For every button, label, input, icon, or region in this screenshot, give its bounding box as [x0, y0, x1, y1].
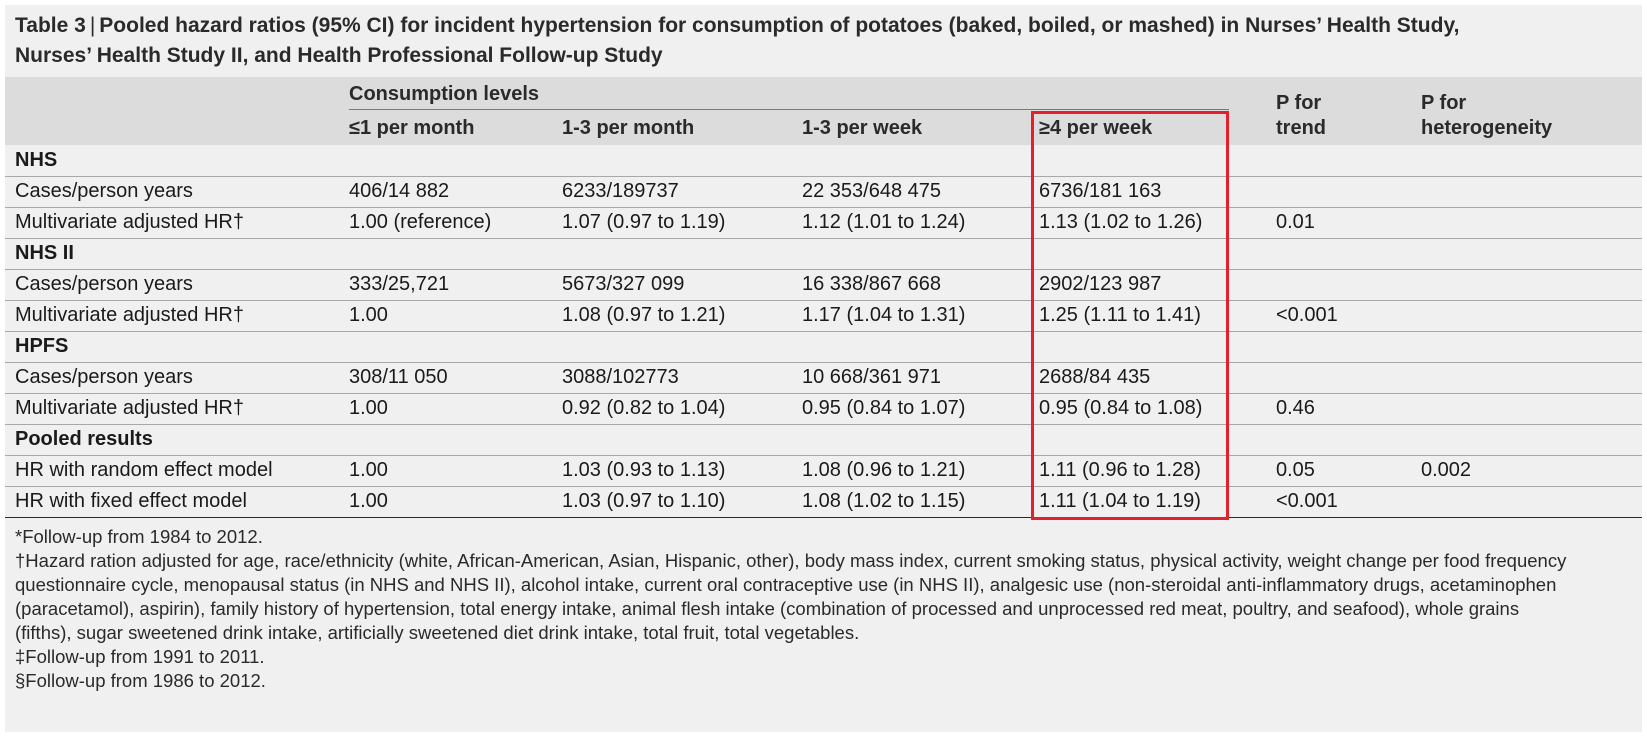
row-divider [5, 300, 1642, 301]
table-cell: 1.00 [349, 459, 388, 481]
p-trend-cell: 0.05 [1276, 459, 1315, 481]
header-col-2: 1-3 per month [562, 117, 695, 139]
table-cell: 406/14 882 [349, 180, 450, 202]
table-cell: 1.00 [349, 304, 388, 326]
table-cell: 2688/84 435 [1039, 366, 1151, 388]
table-cell: 0.95 (0.84 to 1.08) [1039, 397, 1203, 419]
table-cell: 308/11 050 [349, 366, 448, 388]
p-het-cell: 0.002 [1421, 459, 1472, 481]
table-cell: 1.08 (0.97 to 1.21) [562, 304, 726, 326]
section-heading: NHS II [15, 242, 74, 264]
row-divider [5, 424, 1642, 425]
row-label: Cases/person years [15, 273, 193, 295]
footnote-line: *Follow-up from 1984 to 2012. [15, 526, 263, 547]
row-divider [5, 331, 1642, 332]
row-divider [5, 362, 1642, 363]
header-p-trend-line1: P for [1276, 92, 1322, 114]
title-line-2: Nurses’ Health Study II, and Health Prof… [15, 44, 663, 67]
row-divider [5, 486, 1642, 487]
highlight-box [1031, 111, 1229, 520]
row-divider [5, 238, 1642, 239]
table-cell: 6233/189737 [562, 180, 679, 202]
header-p-het-line2: heterogeneity [1421, 117, 1553, 139]
footnote-line: (paracetamol), aspirin), family history … [15, 598, 1520, 619]
table-cell: 5673/327 099 [562, 273, 685, 295]
p-trend-cell: 0.01 [1276, 211, 1315, 233]
table-cell: 16 338/867 668 [802, 273, 942, 295]
table-cell: 3088/102773 [562, 366, 679, 388]
table-title: Table 3 | Pooled hazard ratios (95% CI) fo… [15, 11, 1615, 71]
table-cell: 1.11 (0.96 to 1.28) [1039, 459, 1201, 481]
header-p-trend-line2: trend [1276, 117, 1326, 139]
p-trend-cell: <0.001 [1276, 304, 1338, 326]
row-label: HR with random effect model [15, 459, 273, 481]
row-label: HR with fixed effect model [15, 490, 247, 512]
table-cell: 2902/123 987 [1039, 273, 1162, 295]
header-col-1: ≤1 per month [349, 117, 475, 139]
header-col-4: ≥4 per week [1039, 117, 1153, 139]
table-bottom-rule [5, 517, 1642, 518]
footnote-line: §Follow-up from 1986 to 2012. [15, 670, 266, 691]
row-label: Cases/person years [15, 366, 193, 388]
footnote-line: †Hazard ration adjusted for age, race/et… [15, 550, 1567, 571]
table-cell: 1.11 (1.04 to 1.19) [1039, 490, 1201, 512]
section-heading: HPFS [15, 335, 69, 357]
p-trend-cell: 0.46 [1276, 397, 1315, 419]
p-trend-cell: <0.001 [1276, 490, 1338, 512]
table-cell: 1.07 (0.97 to 1.19) [562, 211, 726, 233]
table-cell: 1.03 (0.97 to 1.10) [562, 490, 726, 512]
table-cell: 1.00 [349, 490, 388, 512]
footnote-line: questionnaire cycle, menopausal status (… [15, 574, 1557, 595]
row-divider [5, 176, 1642, 177]
footnote-line: (fifths), sugar sweetened drink intake, … [15, 622, 860, 643]
row-label: Multivariate adjusted HR† [15, 304, 244, 326]
table-cell: 1.08 (1.02 to 1.15) [802, 490, 966, 512]
section-heading: NHS [15, 149, 58, 171]
row-divider [5, 393, 1642, 394]
header-col-3: 1-3 per week [802, 117, 923, 139]
header-p-het-line1: P for [1421, 92, 1467, 114]
table-cell: 1.25 (1.11 to 1.41) [1039, 304, 1201, 326]
row-divider [5, 207, 1642, 208]
header-consumption-levels: Consumption levels [349, 83, 540, 105]
row-label: Multivariate adjusted HR† [15, 211, 244, 233]
table-cell: 333/25,721 [349, 273, 450, 295]
table-cell: 1.00 (reference) [349, 211, 492, 233]
table-cell: 6736/181 163 [1039, 180, 1162, 202]
table-cell: 1.17 (1.04 to 1.31) [802, 304, 966, 326]
footnote-line: ‡Follow-up from 1991 to 2011. [15, 646, 265, 667]
table-cell: 1.00 [349, 397, 388, 419]
row-divider [5, 269, 1642, 270]
table-panel: Table 3 | Pooled hazard ratios (95% CI) fo… [5, 5, 1642, 732]
row-label: Cases/person years [15, 180, 193, 202]
table-cell: 1.08 (0.96 to 1.21) [802, 459, 966, 481]
table-cell: 1.03 (0.93 to 1.13) [562, 459, 726, 481]
header-group-underline [349, 109, 1229, 110]
table-header [5, 77, 1642, 145]
title-line-1: Pooled hazard ratios (95% CI) for incide… [99, 14, 1460, 37]
section-heading: Pooled results [15, 428, 153, 450]
table-cell: 1.13 (1.02 to 1.26) [1039, 211, 1203, 233]
title-separator: | [89, 14, 96, 37]
row-divider [5, 455, 1642, 456]
table-cell: 22 353/648 475 [802, 180, 942, 202]
row-label: Multivariate adjusted HR† [15, 397, 244, 419]
table-number: Table 3 [15, 14, 86, 37]
table-cell: 0.92 (0.82 to 1.04) [562, 397, 726, 419]
table-cell: 10 668/361 971 [802, 366, 942, 388]
table-cell: 0.95 (0.84 to 1.07) [802, 397, 966, 419]
table-cell: 1.12 (1.01 to 1.24) [802, 211, 966, 233]
